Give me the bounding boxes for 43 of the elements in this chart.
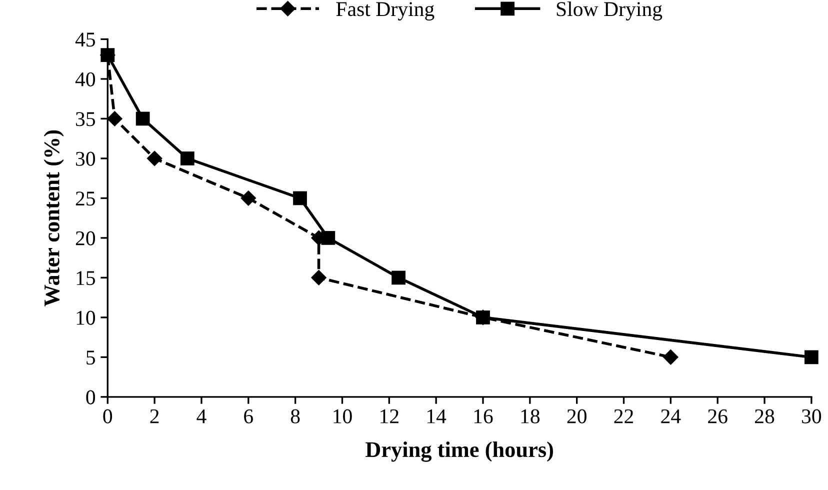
point bbox=[311, 270, 326, 286]
x-tick-label: 2 bbox=[150, 409, 159, 424]
legend-label: Slow Drying bbox=[556, 2, 662, 20]
point bbox=[476, 310, 490, 324]
y-tick-label: 15 bbox=[76, 271, 96, 286]
y-tick-label: 5 bbox=[86, 350, 96, 365]
point bbox=[392, 270, 406, 285]
point bbox=[804, 350, 818, 364]
point bbox=[180, 151, 194, 166]
point bbox=[321, 230, 336, 245]
point bbox=[663, 350, 678, 365]
x-axis-title: Drying time (hours) bbox=[366, 441, 553, 462]
x-tick-label: 22 bbox=[614, 409, 634, 424]
x-tick-label: 8 bbox=[290, 409, 300, 424]
y-tick-label: 10 bbox=[76, 310, 96, 325]
x-tick-label: 30 bbox=[802, 409, 822, 424]
point bbox=[107, 111, 122, 126]
y-tick-label: 20 bbox=[76, 231, 96, 246]
x-tick-label: 10 bbox=[334, 409, 352, 424]
point bbox=[146, 150, 162, 166]
x-tick-label: 26 bbox=[708, 409, 728, 424]
x-tick-label: 24 bbox=[661, 409, 681, 424]
x-tick-label: 6 bbox=[244, 409, 253, 424]
y-axis-title: Water content (%) bbox=[44, 130, 64, 306]
y-tick-label: 25 bbox=[76, 192, 96, 206]
x-tick-label: 12 bbox=[380, 409, 398, 424]
point bbox=[293, 191, 307, 206]
legend-label: Fast Drying bbox=[336, 2, 434, 20]
y-tick-label: 0 bbox=[86, 390, 96, 404]
x-tick-label: 0 bbox=[103, 409, 112, 424]
x-tick-label: 16 bbox=[474, 409, 493, 424]
y-tick-label: 45 bbox=[75, 32, 96, 47]
point bbox=[100, 48, 115, 62]
y-tick-label: 30 bbox=[76, 152, 96, 166]
point bbox=[240, 190, 256, 206]
x-tick-label: 4 bbox=[196, 409, 206, 424]
point bbox=[136, 112, 150, 126]
x-tick-label: 28 bbox=[755, 409, 774, 424]
x-tick-label: 20 bbox=[567, 409, 586, 424]
x-tick-label: 18 bbox=[521, 409, 540, 424]
y-tick-label: 35 bbox=[76, 112, 96, 126]
y-tick-label: 40 bbox=[75, 72, 96, 86]
x-tick-label: 14 bbox=[427, 409, 446, 424]
